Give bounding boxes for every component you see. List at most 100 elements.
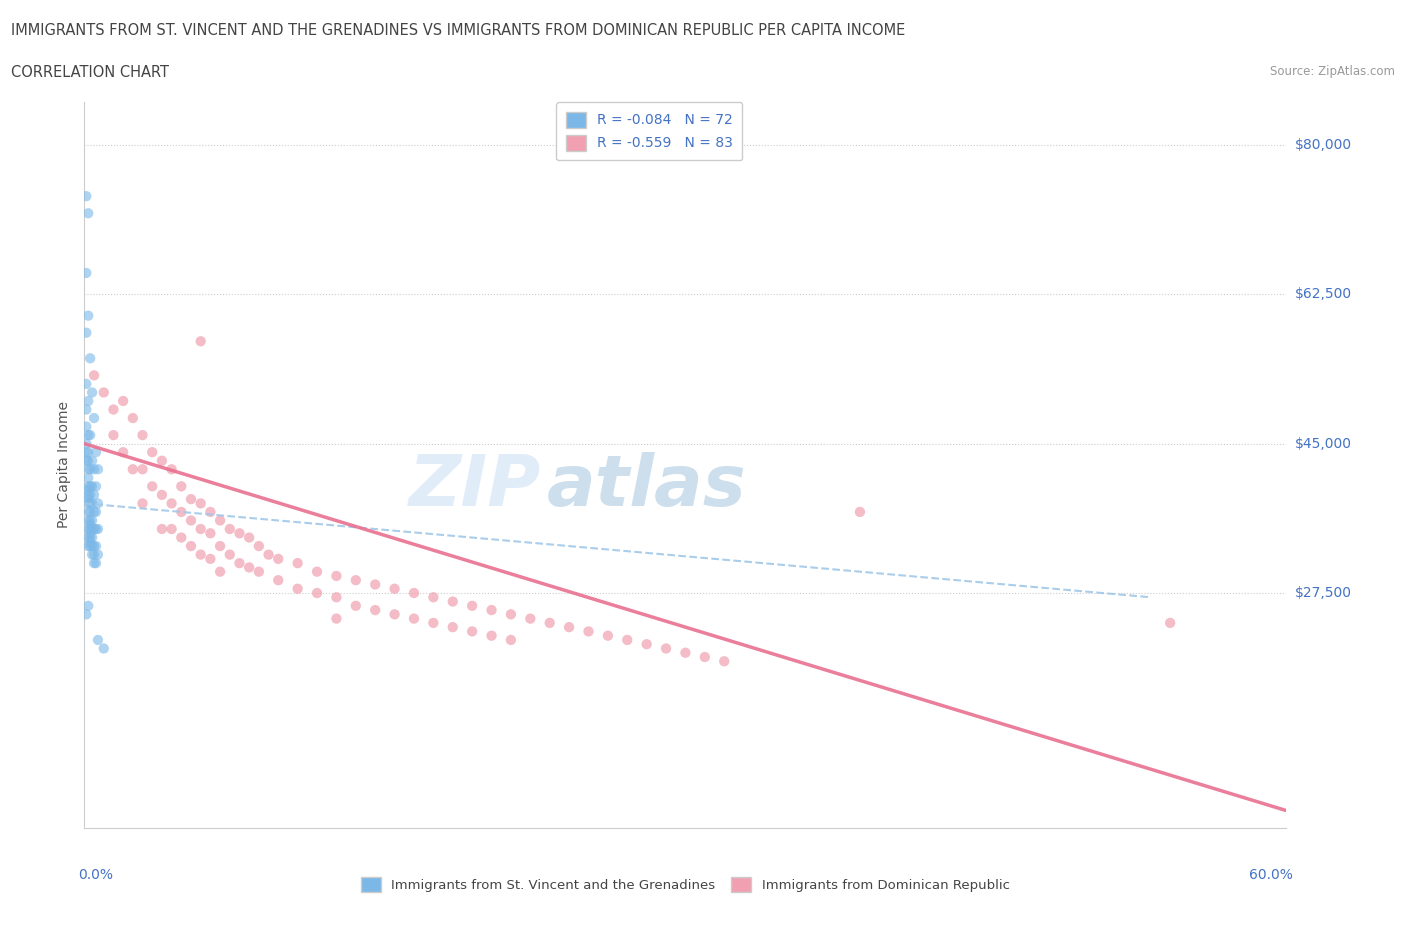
Point: [121, 411, 143, 426]
Point: [79, 428, 101, 443]
Point: [75, 377, 97, 392]
Point: [75, 607, 97, 622]
Point: [325, 611, 347, 626]
Point: [150, 522, 173, 537]
Point: [180, 538, 202, 553]
Point: [112, 445, 135, 459]
Point: [83, 547, 105, 562]
Point: [83, 487, 105, 502]
Point: [79, 487, 101, 502]
Point: [713, 654, 735, 669]
Point: [218, 547, 240, 562]
Point: [77, 492, 100, 507]
Point: [84, 479, 107, 494]
Point: [190, 496, 212, 511]
Text: ZIP: ZIP: [409, 452, 541, 521]
Point: [83, 411, 105, 426]
Point: [82, 547, 104, 562]
Point: [441, 619, 464, 634]
Point: [190, 547, 212, 562]
Point: [150, 453, 173, 468]
Point: [170, 530, 193, 545]
Point: [849, 504, 872, 519]
Point: [228, 556, 250, 571]
Point: [160, 496, 183, 511]
Point: [83, 538, 105, 553]
Point: [558, 619, 581, 634]
Point: [422, 590, 444, 604]
Text: 0.0%: 0.0%: [79, 868, 114, 882]
Point: [79, 513, 101, 528]
Point: [364, 577, 387, 591]
Text: IMMIGRANTS FROM ST. VINCENT AND THE GRENADINES VS IMMIGRANTS FROM DOMINICAN REPU: IMMIGRANTS FROM ST. VINCENT AND THE GREN…: [11, 23, 905, 38]
Point: [160, 522, 183, 537]
Point: [77, 445, 100, 459]
Point: [218, 522, 240, 537]
Point: [481, 629, 503, 644]
Point: [75, 326, 97, 340]
Point: [77, 513, 100, 528]
Point: [247, 565, 270, 579]
Point: [121, 462, 143, 477]
Point: [82, 513, 104, 528]
Point: [87, 547, 110, 562]
Point: [131, 462, 153, 477]
Text: CORRELATION CHART: CORRELATION CHART: [11, 65, 169, 80]
Point: [538, 616, 561, 631]
Point: [77, 471, 100, 485]
Point: [87, 462, 110, 477]
Point: [596, 629, 619, 644]
Point: [77, 598, 100, 613]
Point: [578, 624, 600, 639]
Point: [75, 189, 97, 204]
Point: [209, 565, 232, 579]
Point: [83, 556, 105, 571]
Point: [636, 637, 658, 652]
Point: [77, 530, 100, 545]
Point: [267, 573, 290, 588]
Point: [82, 385, 104, 400]
Point: [77, 484, 100, 498]
Point: [141, 479, 163, 494]
Point: [344, 573, 367, 588]
Point: [170, 504, 193, 519]
Point: [79, 504, 101, 519]
Point: [441, 594, 464, 609]
Point: [103, 428, 125, 443]
Point: [209, 513, 232, 528]
Point: [77, 308, 100, 323]
Point: [675, 645, 697, 660]
Point: [79, 538, 101, 553]
Point: [287, 556, 309, 571]
Point: [655, 641, 678, 656]
Point: [84, 445, 107, 459]
Point: [82, 538, 104, 553]
Point: [75, 453, 97, 468]
Point: [103, 402, 125, 417]
Point: [402, 611, 425, 626]
Point: [112, 393, 135, 408]
Point: [77, 206, 100, 220]
Point: [79, 517, 101, 532]
Point: [247, 538, 270, 553]
Text: $80,000: $80,000: [1295, 138, 1353, 152]
Point: [79, 496, 101, 511]
Point: [228, 525, 250, 540]
Point: [141, 445, 163, 459]
Point: [77, 487, 100, 502]
Point: [83, 504, 105, 519]
Point: [84, 504, 107, 519]
Point: [287, 581, 309, 596]
Point: [79, 525, 101, 540]
Legend: Immigrants from St. Vincent and the Grenadines, Immigrants from Dominican Republ: Immigrants from St. Vincent and the Gren…: [356, 872, 1015, 897]
Point: [77, 428, 100, 443]
Point: [616, 632, 638, 647]
Text: $62,500: $62,500: [1295, 287, 1353, 301]
Point: [364, 603, 387, 618]
Point: [77, 453, 100, 468]
Point: [82, 496, 104, 511]
Point: [499, 607, 522, 622]
Point: [180, 492, 202, 507]
Point: [344, 598, 367, 613]
Point: [75, 419, 97, 434]
